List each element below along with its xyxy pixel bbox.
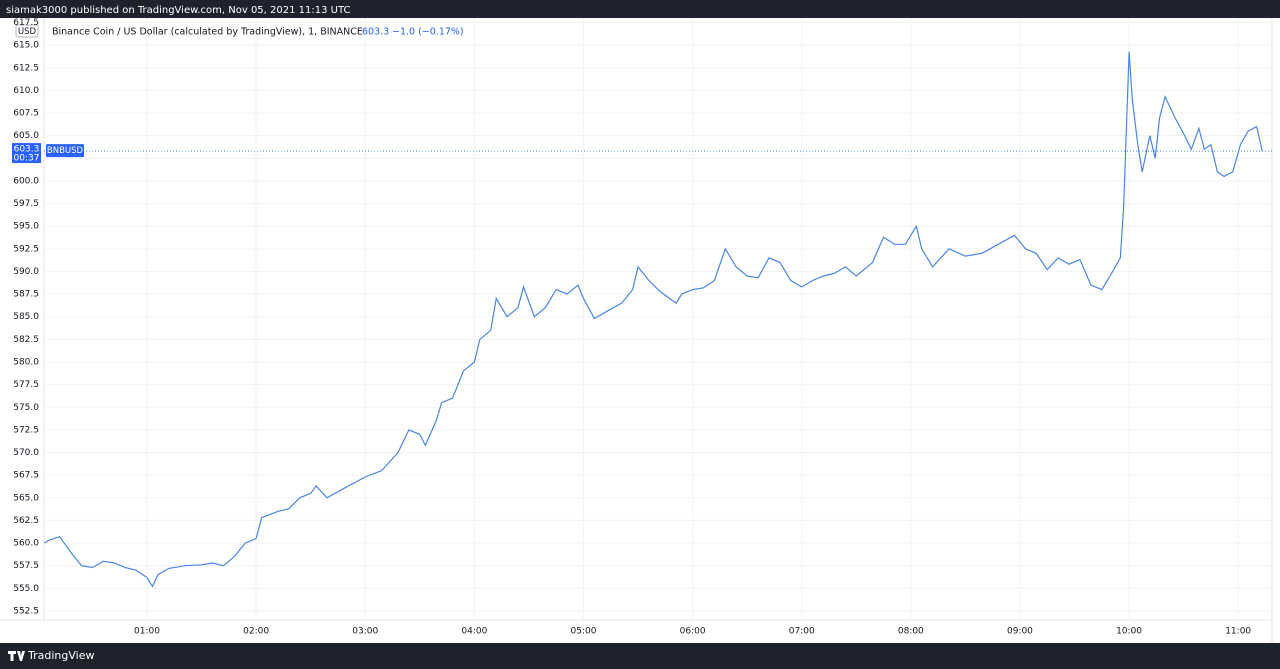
y-tick-label: 592.5: [13, 244, 39, 254]
header-text: siamak3000 published on TradingView.com,…: [6, 5, 350, 16]
price-box-countdown: 00:37: [14, 154, 40, 164]
y-tick-label: 597.5: [13, 199, 39, 209]
header-bar: [0, 0, 1280, 18]
y-tick-label: 605.0: [13, 131, 39, 141]
y-tick-label: 577.5: [13, 380, 39, 390]
x-tick-label: 11:00: [1225, 627, 1251, 637]
x-tick-label: 08:00: [898, 627, 924, 637]
y-tick-label: 585.0: [13, 312, 39, 322]
symbol-tag-text: BNBUSD: [47, 146, 84, 156]
y-tick-label: 560.0: [13, 539, 39, 549]
y-tick-label: 567.5: [13, 471, 39, 481]
y-tick-label: 615.0: [13, 41, 39, 51]
footer-bar: [0, 643, 1280, 669]
x-tick-label: 06:00: [680, 627, 706, 637]
y-tick-label: 565.0: [13, 493, 39, 503]
legend-change: −1.0 (−0.17%): [392, 27, 464, 38]
y-tick-label: 562.5: [13, 516, 39, 526]
chart-title: Binance Coin / US Dollar (calculated by …: [52, 27, 363, 38]
y-tick-label: 552.5: [13, 606, 39, 616]
symbol-tag: [46, 144, 84, 158]
y-tick-label: 610.0: [13, 86, 39, 96]
price-box: [12, 143, 41, 164]
y-tick-label: 572.5: [13, 425, 39, 435]
price-box-value: 603.3: [14, 145, 40, 155]
currency-box: [15, 24, 39, 38]
y-tick-label: 570.0: [13, 448, 39, 458]
x-tick-label: 03:00: [352, 627, 378, 637]
x-tick-label: 09:00: [1007, 627, 1033, 637]
y-tick-label: 555.0: [13, 584, 39, 594]
y-tick-label: 590.0: [13, 267, 39, 277]
x-tick-label: 02:00: [243, 627, 269, 637]
y-tick-label: 587.5: [13, 290, 39, 300]
x-tick-label: 01:00: [134, 627, 160, 637]
y-tick-label: 595.0: [13, 222, 39, 232]
x-tick-label: 10:00: [1116, 627, 1142, 637]
legend-value: 603.3: [362, 27, 389, 38]
x-tick-label: 04:00: [461, 627, 487, 637]
logo: [8, 651, 25, 661]
currency: USD: [18, 27, 37, 37]
y-tick-label: 557.5: [13, 561, 39, 571]
x-tick-label: 07:00: [789, 627, 815, 637]
y-tick-label: 607.5: [13, 109, 39, 119]
y-tick-label: 580.0: [13, 358, 39, 368]
x-tick-label: 05:00: [571, 627, 597, 637]
y-tick-label: 575.0: [13, 403, 39, 413]
footer-text: TradingView: [27, 649, 94, 662]
y-tick-label: 582.5: [13, 335, 39, 345]
price-line: [44, 51, 1263, 588]
y-tick-label: 600.0: [13, 176, 39, 186]
y-tick-label: 617.5: [13, 18, 39, 28]
y-tick-label: 612.5: [13, 63, 39, 73]
